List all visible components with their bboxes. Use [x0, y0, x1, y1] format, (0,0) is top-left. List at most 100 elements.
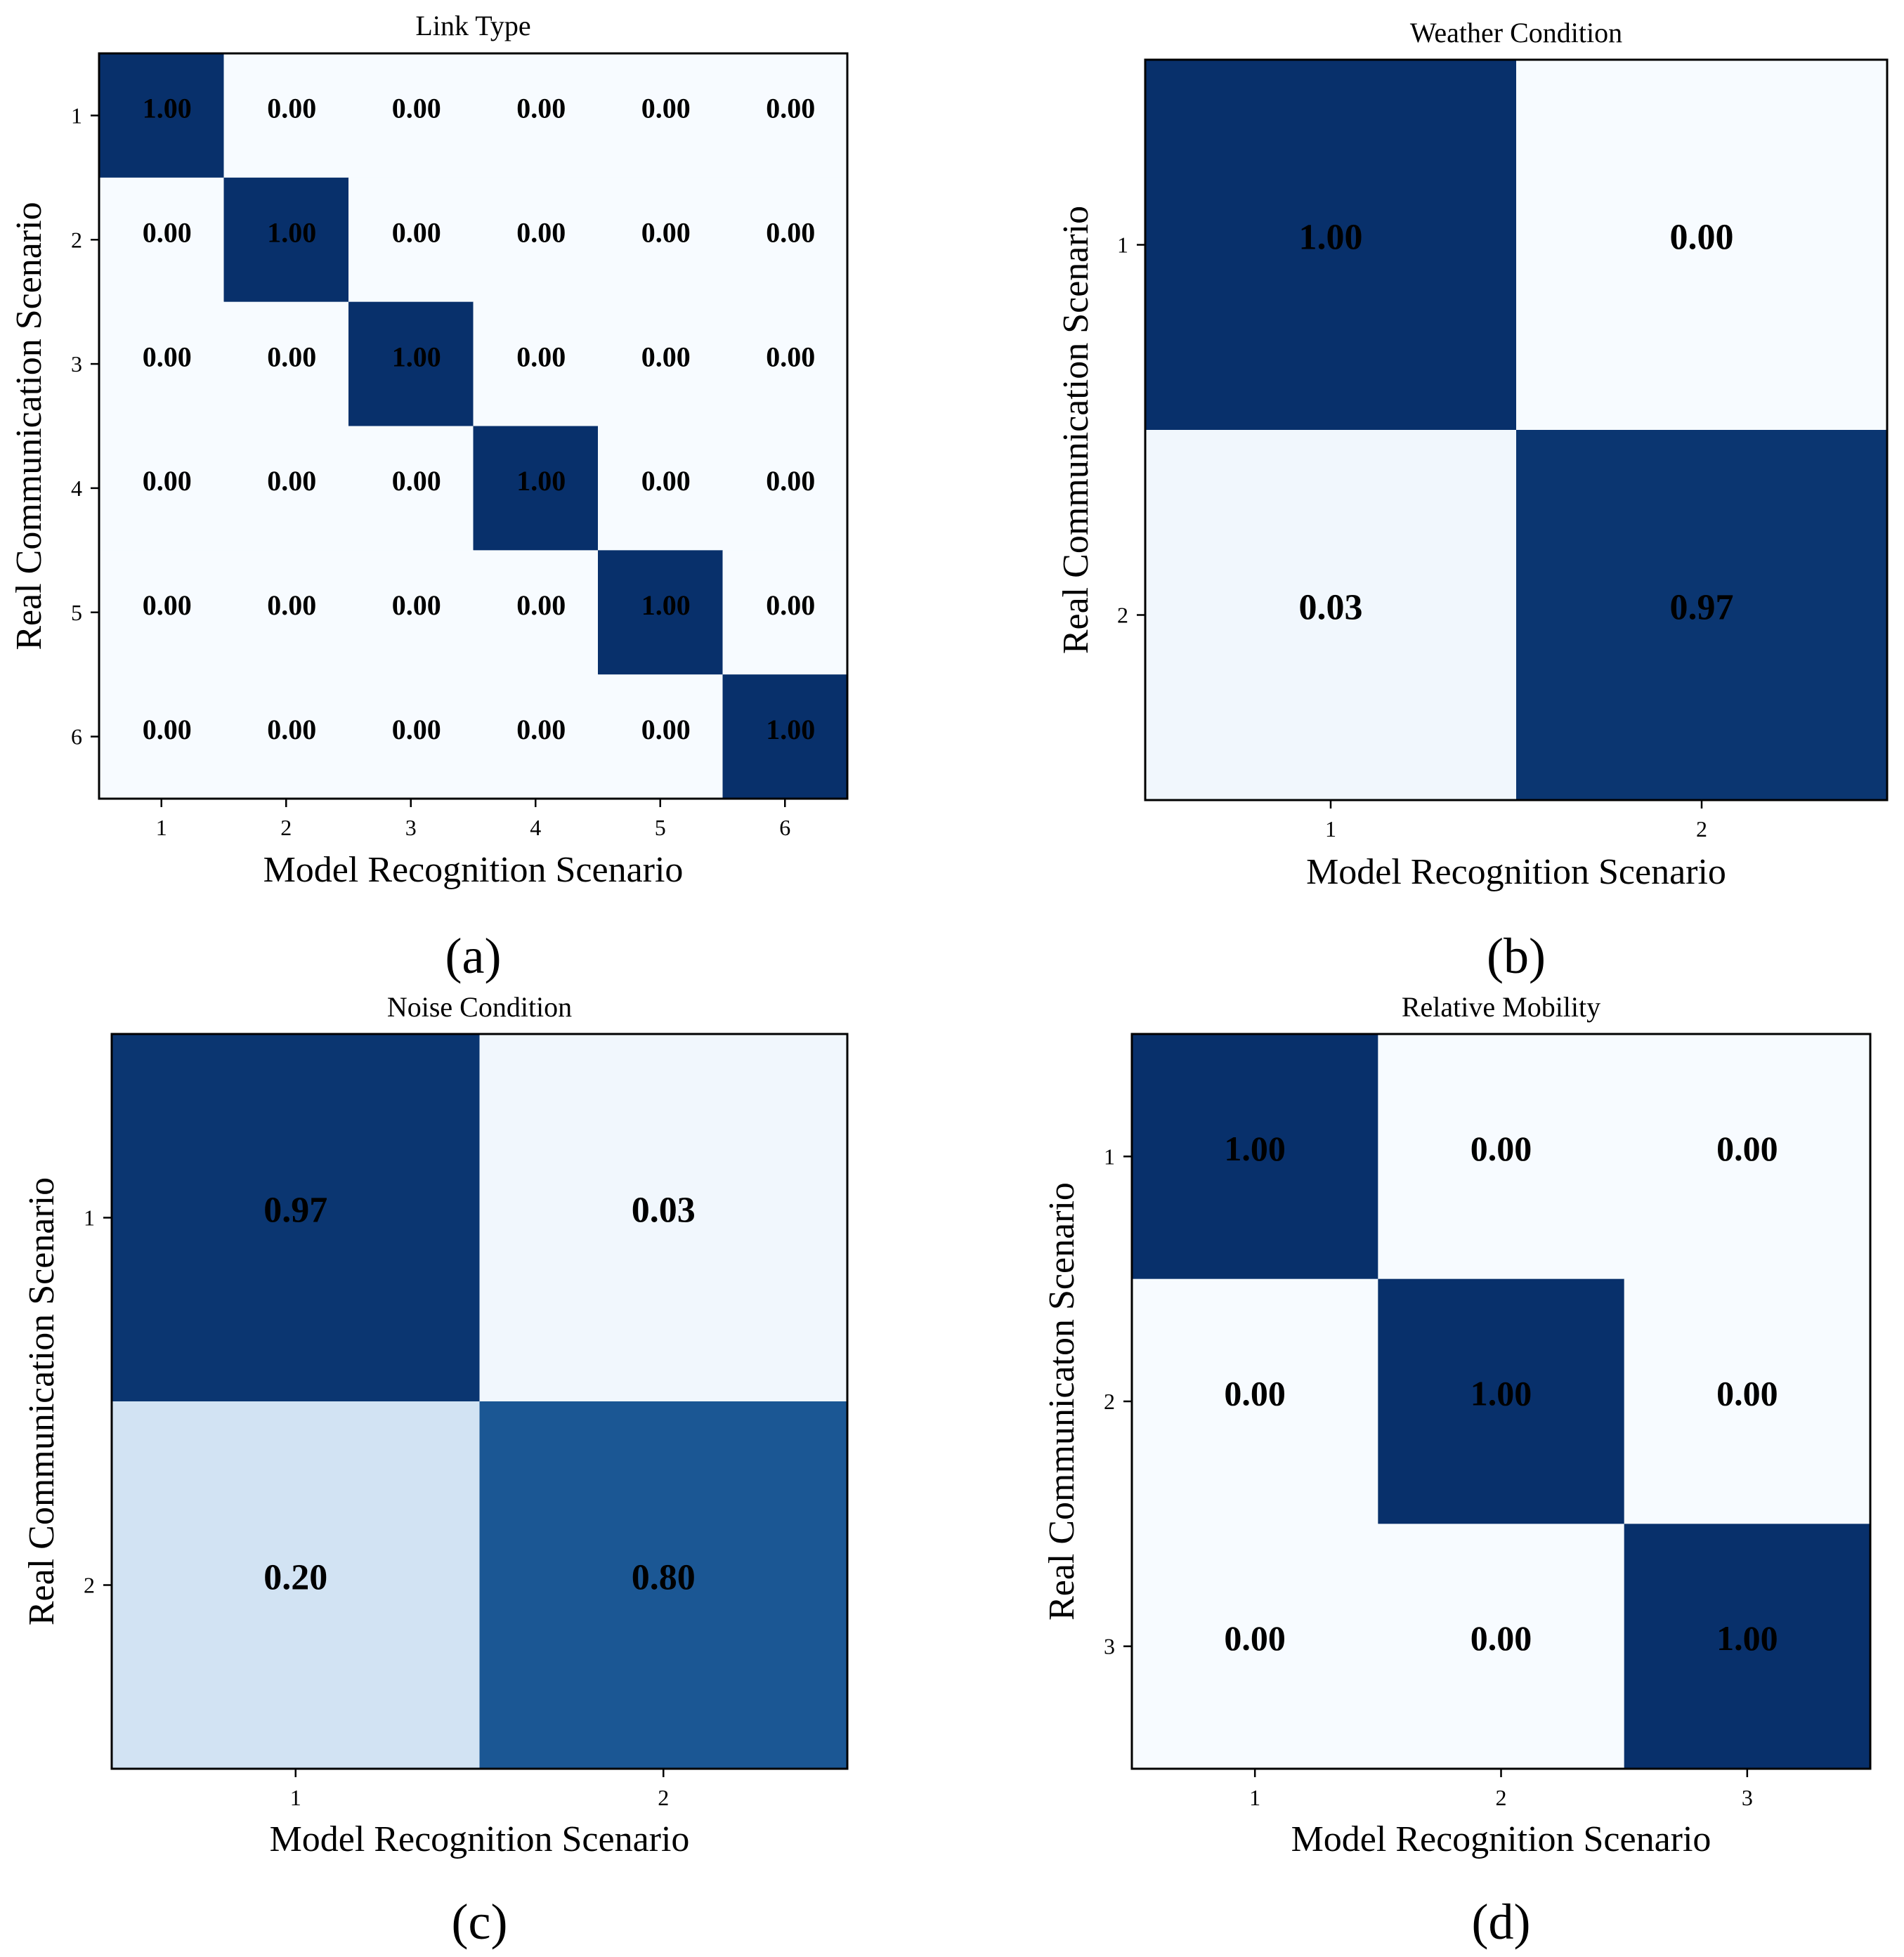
heatmap-a-value-3-5: 0.00: [641, 341, 691, 372]
heatmap-a-xtick-1: 1: [156, 815, 167, 840]
heatmap-a-value-3-4: 0.00: [516, 341, 566, 372]
panel-label-c: (c): [452, 1894, 508, 1950]
heatmap-a-value-1-1: 1.00: [143, 93, 192, 124]
heatmap-a-cell-6-5: [598, 674, 723, 799]
panel-label-b: (b): [1487, 928, 1546, 984]
heatmap-a-cell-5-6: [722, 550, 848, 675]
heatmap-d-value-3-1: 0.00: [1224, 1618, 1286, 1658]
heatmap-a-value-2-4: 0.00: [516, 216, 566, 248]
heatmap-a-ytick-5: 5: [71, 600, 82, 625]
heatmap-a-value-4-6: 0.00: [766, 465, 815, 497]
heatmap-a-value-4-4: 1.00: [516, 465, 566, 497]
heatmap-c-value-2-1: 0.20: [263, 1557, 327, 1597]
heatmap-d-ytick-3: 3: [1104, 1634, 1115, 1659]
heatmap-a-cell-3-1: [99, 301, 224, 426]
heatmap-a-value-2-6: 0.00: [766, 216, 815, 248]
heatmap-a-title: Link Type: [415, 10, 530, 41]
heatmap-a-value-2-3: 0.00: [392, 216, 441, 248]
heatmap-a-value-5-6: 0.00: [766, 589, 815, 621]
heatmap-d-cell-2-1: [1132, 1278, 1378, 1524]
heatmap-b-value-1-2: 0.00: [1670, 217, 1734, 257]
heatmap-a-xtick-2: 2: [280, 815, 292, 840]
heatmap-d-xtick-3: 3: [1742, 1785, 1753, 1810]
heatmap-d-value-2-2: 1.00: [1471, 1373, 1532, 1413]
heatmap-d-cell-1-3: [1624, 1034, 1871, 1280]
heatmap-a-cell-3-3: [348, 301, 474, 426]
heatmap-b-title: Weather Condition: [1410, 17, 1622, 48]
heatmap-c-title: Noise Condition: [387, 991, 572, 1023]
heatmap-a-cell-6-4: [473, 674, 599, 799]
heatmap-d-ylabel: Real Communicaton Scenario: [1042, 1182, 1082, 1621]
heatmap-a-value-4-1: 0.00: [143, 465, 192, 497]
heatmap-b-xlabel: Model Recognition Scenario: [1306, 852, 1726, 892]
heatmap-d-cell-2-3: [1624, 1278, 1871, 1524]
heatmap-a-cell-4-4: [473, 426, 599, 551]
heatmap-c-cell-2-2: [479, 1401, 848, 1769]
heatmap-a-ytick-6: 6: [71, 724, 82, 750]
heatmap-a-value-6-2: 0.00: [267, 714, 316, 745]
heatmap-d-value-1-2: 0.00: [1471, 1129, 1532, 1168]
heatmap-a-ylabel: Real Communication Scenario: [9, 202, 49, 650]
heatmap-d-title: Relative Mobility: [1402, 991, 1600, 1023]
heatmap-a-xtick-3: 3: [405, 815, 417, 840]
heatmap-a-cell-6-6: [722, 674, 848, 799]
heatmap-a-cell-1-1: [99, 53, 224, 178]
heatmap-d-cell-2-2: [1378, 1278, 1625, 1524]
heatmap-b-cell-2-1: [1145, 430, 1517, 801]
heatmap-a-value-2-2: 1.00: [267, 216, 316, 248]
panel-label-d: (d): [1472, 1894, 1531, 1950]
heatmap-a-cell-2-6: [722, 177, 848, 303]
heatmap-b-value-1-1: 1.00: [1299, 217, 1363, 257]
heatmap-b-cell-1-1: [1145, 60, 1517, 431]
heatmap-a-value-1-3: 0.00: [392, 93, 441, 124]
heatmap-a-value-2-1: 0.00: [143, 216, 192, 248]
heatmap-a-value-1-5: 0.00: [641, 93, 691, 124]
heatmap-d-value-1-3: 0.00: [1716, 1129, 1778, 1168]
heatmap-a-value-5-1: 0.00: [143, 589, 192, 621]
heatmap-d-cell-1-1: [1132, 1034, 1378, 1280]
heatmap-b-cell-1-2: [1516, 60, 1888, 431]
heatmap-a-cell-1-4: [473, 53, 599, 178]
heatmap-a-cell-2-3: [348, 177, 474, 303]
heatmap-a-ytick-1: 1: [71, 103, 82, 128]
heatmap-a-cell-2-2: [223, 177, 349, 303]
heatmap-a-value-6-4: 0.00: [516, 714, 566, 745]
heatmap-b-frame: [1144, 58, 1889, 801]
heatmap-a-value-5-5: 1.00: [641, 589, 691, 621]
heatmap-a-value-4-2: 0.00: [267, 465, 316, 497]
heatmap-c-value-1-2: 0.03: [632, 1190, 696, 1230]
heatmap-a-cell-5-3: [348, 550, 474, 675]
heatmap-a-xtick-4: 4: [530, 815, 541, 840]
heatmap-a-cell-3-2: [223, 301, 349, 426]
heatmap-a-cell-6-1: [99, 674, 224, 799]
heatmap-b-ytick-1: 1: [1117, 233, 1128, 258]
heatmap-a-frame: [98, 52, 849, 800]
heatmap-c-cell-1-2: [479, 1034, 848, 1402]
heatmap-a-value-5-4: 0.00: [516, 589, 566, 621]
heatmap-a-cell-5-5: [598, 550, 723, 675]
heatmap-a-cell-4-6: [722, 426, 848, 551]
heatmap-d-xtick-1: 1: [1249, 1785, 1260, 1810]
heatmap-a-value-1-2: 0.00: [267, 93, 316, 124]
heatmap-a-cell-1-6: [722, 53, 848, 178]
heatmap-a-cell-4-2: [223, 426, 349, 551]
heatmap-b-xtick-1: 1: [1325, 816, 1336, 842]
heatmap-a-value-6-1: 0.00: [143, 714, 192, 745]
heatmap-a-cell-1-3: [348, 53, 474, 178]
heatmap-c-ytick-1: 1: [84, 1205, 95, 1231]
heatmap-b-value-2-2: 0.97: [1670, 587, 1734, 627]
heatmap-c-cell-1-1: [112, 1034, 480, 1402]
heatmap-c-xtick-1: 1: [290, 1785, 301, 1810]
heatmap-a-cell-3-4: [473, 301, 599, 426]
heatmap-a-value-5-2: 0.00: [267, 589, 316, 621]
heatmap-d-cell-3-3: [1624, 1524, 1871, 1769]
heatmap-a-xtick-5: 5: [655, 815, 666, 840]
heatmap-d-value-2-1: 0.00: [1224, 1373, 1286, 1413]
heatmap-a-value-5-3: 0.00: [392, 589, 441, 621]
heatmap-c-xlabel: Model Recognition Scenario: [270, 1819, 690, 1859]
heatmap-a-cell-6-2: [223, 674, 349, 799]
heatmap-a-value-1-4: 0.00: [516, 93, 566, 124]
heatmap-d-value-3-3: 1.00: [1716, 1618, 1778, 1658]
heatmap-a-value-2-5: 0.00: [641, 216, 691, 248]
